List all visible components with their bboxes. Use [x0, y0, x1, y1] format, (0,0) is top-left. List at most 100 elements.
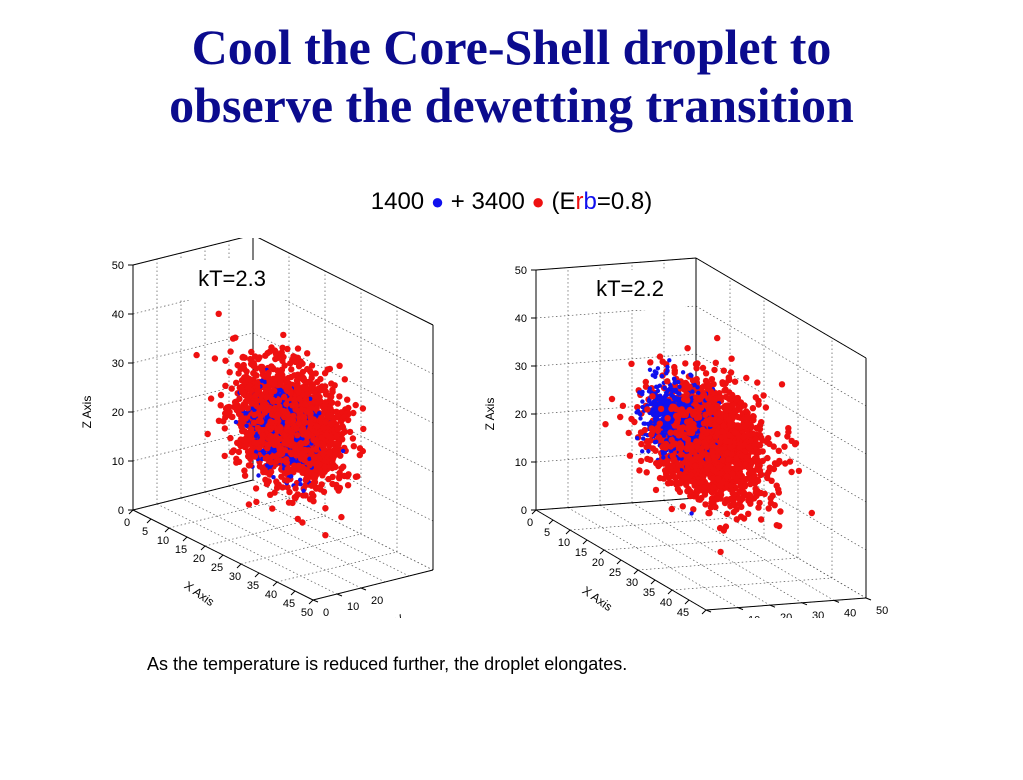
shell-particle	[677, 480, 684, 487]
z-tick-label: 50	[112, 260, 124, 272]
shell-particle	[276, 482, 283, 490]
z-axis-label: Z Axis	[483, 398, 497, 431]
shell-particle	[268, 439, 275, 446]
shell-particle	[682, 360, 689, 367]
shell-particle	[274, 411, 281, 418]
shell-particle	[264, 349, 271, 357]
grid-line	[671, 577, 833, 591]
shell-particle	[759, 457, 766, 465]
x-tick-label: 40	[660, 597, 672, 609]
core-particle	[641, 436, 646, 441]
y-tick	[336, 593, 343, 597]
shell-particle	[303, 391, 311, 398]
shell-particle	[245, 453, 252, 460]
shell-particle	[792, 440, 800, 447]
red-dot-icon: ●	[531, 189, 545, 214]
z-tick-label: 0	[118, 505, 124, 517]
title-line-2: observe the dewetting transition	[169, 77, 854, 133]
shell-particle	[242, 436, 249, 444]
grid-line	[535, 401, 697, 415]
shell-particle	[324, 366, 331, 373]
core-particle	[655, 388, 661, 394]
scatter-points	[193, 310, 367, 539]
shell-particle	[237, 442, 244, 450]
shell-particle	[265, 478, 272, 485]
frame-edge	[132, 479, 254, 511]
y-tick-label: 10	[347, 601, 359, 613]
x-tick-label: 35	[643, 587, 655, 599]
shell-particle	[356, 445, 364, 452]
core-particle	[653, 397, 658, 403]
y-tick-label: 20	[371, 595, 383, 607]
core-particle	[666, 387, 671, 392]
shell-particle	[251, 353, 259, 360]
x-tick-label: 45	[283, 598, 295, 610]
core-particle	[648, 420, 653, 425]
shell-particle	[325, 412, 332, 419]
shell-particle	[263, 393, 271, 401]
x-tick-label: 40	[265, 589, 277, 601]
shell-particle	[276, 446, 283, 453]
x-tick-label: 25	[609, 567, 621, 579]
core-particle	[640, 404, 645, 410]
grid-line	[132, 332, 254, 364]
core-particle	[290, 457, 295, 462]
shell-particle	[283, 400, 290, 408]
z-tick-label: 40	[112, 309, 124, 321]
grid-line	[599, 504, 771, 606]
shell-particle	[315, 398, 322, 405]
shell-particle	[762, 404, 770, 411]
shell-particle	[776, 457, 783, 465]
shell-particle	[339, 436, 346, 443]
energy-label: (Erb=0.8)	[552, 188, 653, 215]
z-tick-label: 0	[521, 505, 527, 517]
x-axis-label: X Axis	[580, 583, 615, 614]
z-tick-label: 10	[515, 457, 527, 469]
shell-particle	[335, 441, 342, 448]
shell-particle	[232, 404, 240, 411]
y-tick	[360, 587, 367, 591]
blue-dot-icon: ●	[430, 189, 445, 214]
core-particle	[647, 367, 653, 372]
shell-particle	[224, 404, 231, 411]
shell-particle	[777, 508, 784, 515]
shell-particle	[284, 384, 291, 391]
shell-particle	[277, 424, 284, 432]
shell-particle	[319, 450, 327, 457]
shell-particle	[788, 468, 795, 476]
shell-particle	[786, 458, 794, 465]
shell-particle	[336, 362, 343, 369]
grid-line	[567, 507, 739, 608]
shell-particle	[269, 453, 276, 460]
core-particle	[672, 377, 677, 382]
y-tick-label: 10	[748, 615, 760, 618]
shell-particle	[284, 411, 291, 418]
shell-particle	[299, 469, 306, 476]
grid-line	[132, 430, 254, 462]
shell-particle	[193, 351, 200, 359]
shell-particle	[339, 430, 346, 437]
x-tick-label: 5	[142, 526, 148, 538]
shell-particle	[350, 409, 357, 417]
shell-particle	[712, 359, 719, 366]
shell-particle	[230, 447, 237, 454]
core-particle	[640, 389, 645, 395]
shell-particle	[287, 437, 295, 445]
shell-particle	[241, 472, 249, 479]
scatter-points	[602, 334, 815, 556]
shell-particle	[736, 423, 744, 431]
shell-particle	[295, 363, 303, 370]
shell-particle	[327, 439, 335, 446]
shell-particle	[329, 457, 336, 464]
core-particle	[665, 368, 670, 373]
shell-particle	[687, 492, 694, 500]
shell-particle	[271, 380, 278, 387]
shell-particle	[303, 476, 310, 483]
x-tick	[599, 549, 605, 555]
core-particle	[650, 412, 656, 418]
shell-particle	[228, 385, 235, 392]
shell-particle	[253, 372, 260, 379]
core-particle	[661, 432, 667, 437]
shell-particle	[626, 452, 634, 459]
shell-particle	[252, 485, 260, 492]
